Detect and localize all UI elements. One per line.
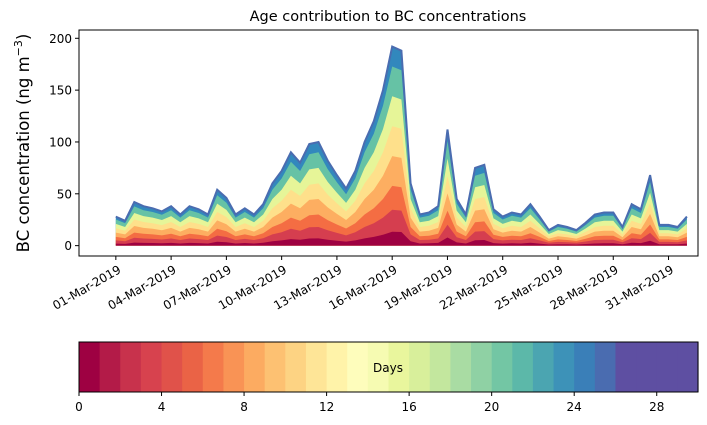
colorbar-tick-label: 28 <box>649 400 664 414</box>
colorbar-swatch <box>305 342 328 392</box>
colorbar-tick-label: 24 <box>567 400 582 414</box>
colorbar-swatch <box>388 342 410 392</box>
colorbar-swatch <box>264 342 286 392</box>
age-layer-1 <box>115 209 687 246</box>
colorbar-swatch <box>120 342 142 392</box>
y-axis-label: BC concentration (ng m−3) <box>12 34 33 253</box>
y-tick-label: 100 <box>49 135 72 149</box>
colorbar-swatch <box>244 342 266 392</box>
colorbar-tick-label: 8 <box>240 400 248 414</box>
colorbar-swatch <box>161 342 183 392</box>
colorbar-axis: 0 4 8 12 16 20 24 28 <box>75 392 664 414</box>
colorbar-swatch <box>409 342 431 392</box>
colorbar-swatch <box>285 342 307 392</box>
colorbar-swatch <box>615 342 637 392</box>
y-axis-label-main: BC concentration (ng m <box>14 56 33 252</box>
colorbar-tick-label: 4 <box>158 400 166 414</box>
colorbar-swatch <box>367 342 390 392</box>
colorbar <box>79 342 699 392</box>
y-axis: 0 50 100 150 200 <box>49 32 79 253</box>
colorbar-swatch <box>347 342 369 392</box>
colorbar-swatch <box>491 342 513 392</box>
colorbar-swatch <box>677 342 699 392</box>
colorbar-swatch <box>512 342 534 392</box>
colorbar-swatch <box>326 342 348 392</box>
total-concentration-line <box>115 45 688 232</box>
colorbar-swatch <box>182 342 204 392</box>
colorbar-swatch <box>450 342 472 392</box>
colorbar-swatch <box>532 342 555 392</box>
chart-title: Age contribution to BC concentrations <box>250 9 527 25</box>
y-tick-label: 200 <box>49 32 72 46</box>
x-axis: 01-Mar-201904-Mar-201907-Mar-201910-Mar-… <box>50 256 676 313</box>
colorbar-tick-label: 16 <box>401 400 416 414</box>
colorbar-swatch <box>656 342 678 392</box>
plot-frame <box>78 29 699 257</box>
y-tick-label: 50 <box>57 187 72 201</box>
colorbar-swatch <box>574 342 596 392</box>
colorbar-swatch <box>223 342 245 392</box>
y-tick-label: 150 <box>49 84 72 98</box>
y-axis-label-close: ) <box>14 34 33 40</box>
colorbar-swatch <box>471 342 493 392</box>
y-axis-label-sup: −3 <box>12 40 25 56</box>
age-layer-0 <box>115 231 687 246</box>
colorbar-swatch <box>202 342 225 392</box>
svg-text:BC concentration (ng m−3): BC concentration (ng m−3) <box>12 34 33 253</box>
colorbar-tick-label: 0 <box>75 400 83 414</box>
colorbar-swatch <box>594 342 617 392</box>
colorbar-tick-label: 12 <box>319 400 334 414</box>
colorbar-swatch <box>79 342 101 392</box>
colorbar-swatch <box>140 342 163 392</box>
age-layers <box>115 46 687 246</box>
y-tick-label: 0 <box>64 239 72 253</box>
colorbar-swatch <box>636 342 658 392</box>
colorbar-swatch <box>99 342 121 392</box>
colorbar-swatch <box>429 342 451 392</box>
colorbar-tick-label: 20 <box>484 400 499 414</box>
colorbar-frame <box>78 341 699 393</box>
colorbar-label: Days <box>373 361 403 375</box>
colorbar-swatch <box>553 342 575 392</box>
